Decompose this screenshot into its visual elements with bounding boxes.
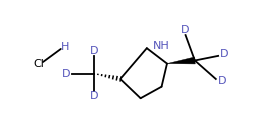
Text: D: D: [90, 46, 98, 56]
Text: H: H: [60, 42, 69, 52]
Text: D: D: [62, 69, 70, 79]
Text: Cl: Cl: [33, 59, 44, 69]
Text: D: D: [218, 76, 226, 86]
Polygon shape: [167, 57, 195, 64]
Text: D: D: [220, 49, 228, 59]
Text: D: D: [181, 25, 190, 35]
Text: NH: NH: [153, 41, 170, 51]
Text: D: D: [90, 91, 98, 101]
